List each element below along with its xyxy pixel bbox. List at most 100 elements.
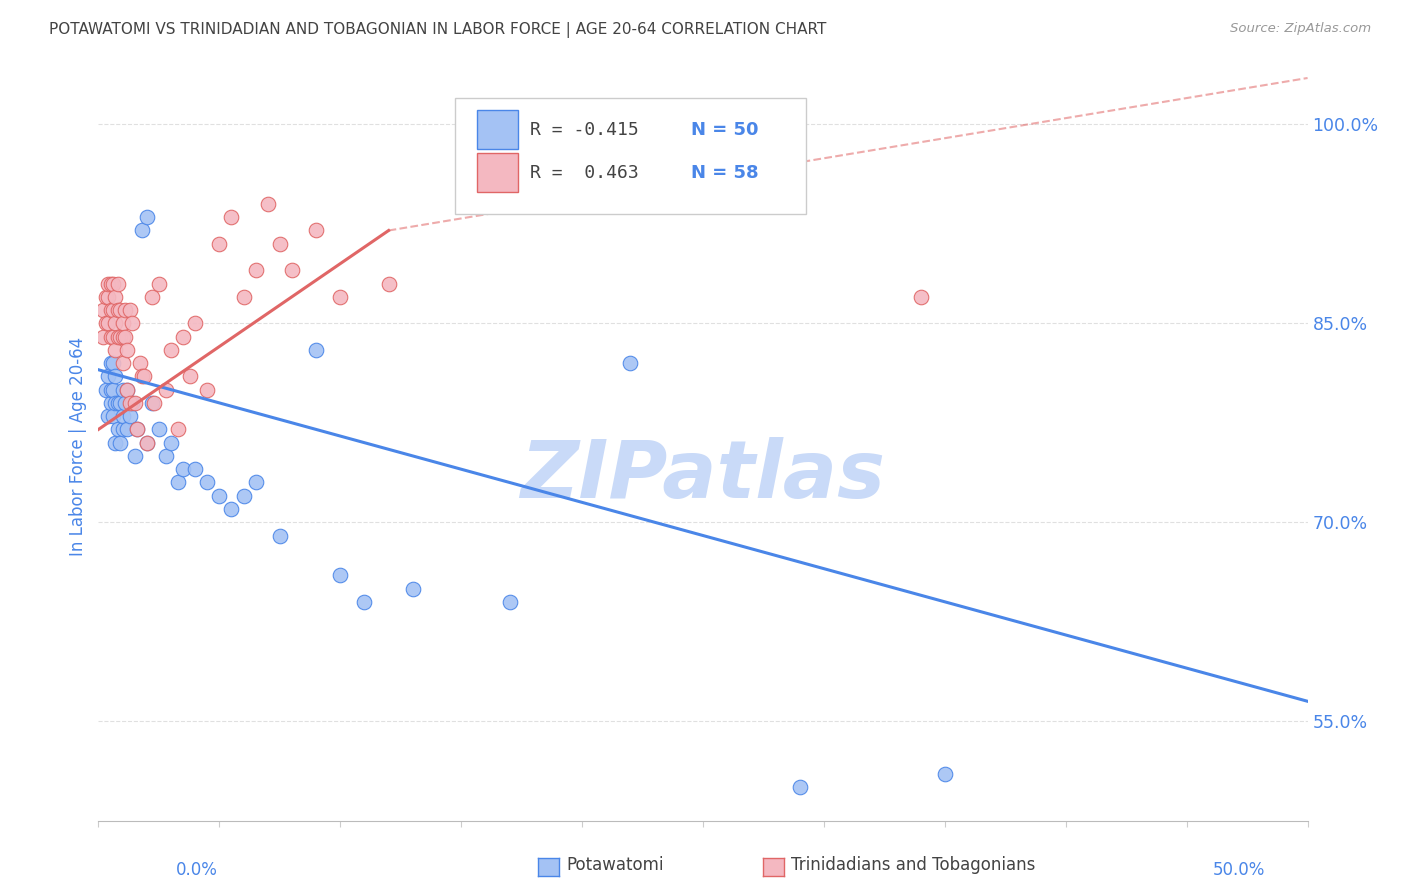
Point: [498, 595, 520, 609]
Point: [100, 356, 122, 370]
Point: [94, 383, 117, 397]
Point: [910, 290, 932, 304]
Text: 50.0%: 50.0%: [1213, 861, 1265, 879]
Point: [104, 290, 127, 304]
Point: [118, 396, 141, 410]
Text: ZIPatlas: ZIPatlas: [520, 437, 886, 515]
Point: [208, 236, 231, 251]
Point: [172, 329, 194, 343]
Point: [94, 316, 117, 330]
Point: [104, 316, 127, 330]
Point: [245, 475, 267, 490]
Point: [141, 396, 163, 410]
Point: [107, 303, 129, 318]
Point: [97, 316, 120, 330]
Text: POTAWATOMI VS TRINIDADIAN AND TOBAGONIAN IN LABOR FORCE | AGE 20-64 CORRELATION : POTAWATOMI VS TRINIDADIAN AND TOBAGONIAN…: [49, 22, 827, 38]
Point: [305, 223, 328, 237]
Point: [128, 356, 150, 370]
Text: R =  0.463: R = 0.463: [530, 163, 638, 181]
Point: [111, 422, 134, 436]
Text: Potawatomi: Potawatomi: [565, 856, 664, 874]
Point: [94, 290, 117, 304]
Point: [172, 462, 194, 476]
Point: [141, 290, 163, 304]
Point: [184, 316, 207, 330]
Point: [232, 489, 254, 503]
Point: [101, 277, 124, 291]
Point: [118, 409, 141, 424]
Point: [117, 343, 139, 357]
Point: [117, 383, 139, 397]
Point: [108, 329, 131, 343]
Point: [101, 383, 124, 397]
FancyBboxPatch shape: [456, 97, 806, 214]
Point: [97, 409, 120, 424]
Point: [108, 435, 131, 450]
Point: [256, 197, 278, 211]
Point: [97, 369, 120, 384]
Point: [91, 329, 114, 343]
Point: [111, 409, 134, 424]
Point: [111, 316, 134, 330]
Point: [101, 329, 124, 343]
Point: [114, 303, 136, 318]
Point: [195, 475, 218, 490]
Point: [104, 435, 127, 450]
Point: [221, 502, 243, 516]
Point: [118, 303, 141, 318]
Point: [155, 383, 177, 397]
Point: [111, 383, 134, 397]
Point: [269, 528, 291, 542]
Point: [269, 236, 291, 251]
Point: [619, 356, 641, 370]
Point: [117, 422, 139, 436]
Text: Source: ZipAtlas.com: Source: ZipAtlas.com: [1230, 22, 1371, 36]
Point: [101, 303, 124, 318]
Point: [127, 422, 149, 436]
Point: [135, 435, 157, 450]
Point: [148, 422, 170, 436]
Point: [107, 277, 129, 291]
Point: [100, 396, 122, 410]
Point: [117, 383, 139, 397]
Point: [104, 396, 127, 410]
Point: [143, 396, 166, 410]
Point: [377, 277, 399, 291]
FancyBboxPatch shape: [477, 153, 517, 192]
Point: [100, 383, 122, 397]
Point: [934, 767, 956, 781]
Point: [281, 263, 304, 277]
Point: [135, 211, 157, 225]
Point: [167, 475, 190, 490]
Point: [114, 329, 136, 343]
Point: [127, 422, 149, 436]
Point: [111, 329, 134, 343]
Point: [131, 223, 153, 237]
Point: [232, 290, 254, 304]
Point: [91, 303, 114, 318]
Point: [329, 568, 352, 582]
Point: [148, 277, 170, 291]
Point: [329, 290, 352, 304]
Point: [789, 780, 811, 795]
Y-axis label: In Labor Force | Age 20-64: In Labor Force | Age 20-64: [69, 336, 87, 556]
Point: [121, 396, 143, 410]
Point: [121, 316, 143, 330]
Point: [208, 489, 231, 503]
Point: [100, 329, 122, 343]
Point: [107, 329, 129, 343]
Point: [101, 356, 124, 370]
Text: N = 58: N = 58: [690, 163, 758, 181]
Point: [134, 369, 156, 384]
Point: [184, 462, 207, 476]
Point: [195, 383, 218, 397]
Point: [111, 356, 134, 370]
Point: [167, 422, 190, 436]
Point: [160, 343, 183, 357]
Point: [160, 435, 183, 450]
FancyBboxPatch shape: [477, 111, 517, 149]
Point: [107, 422, 129, 436]
Text: 0.0%: 0.0%: [176, 861, 218, 879]
Point: [104, 343, 127, 357]
Point: [131, 369, 153, 384]
